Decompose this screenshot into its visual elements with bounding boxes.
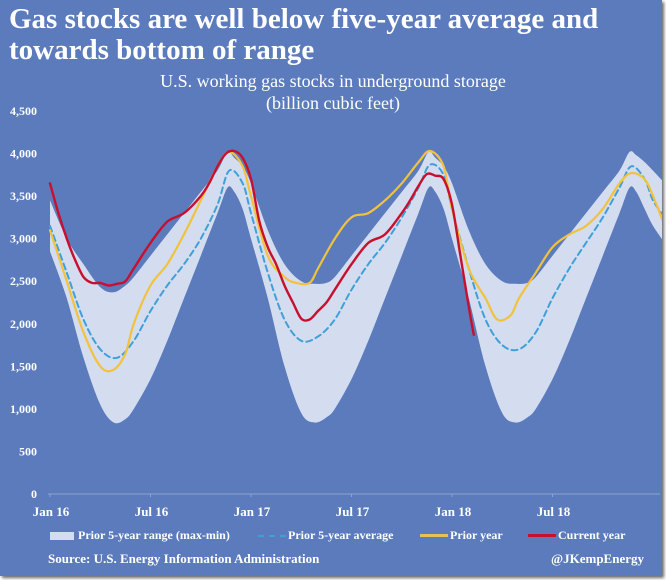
subtitle-line-1: U.S. working gas stocks in underground s… — [160, 71, 506, 91]
prior-year-line — [48, 149, 662, 373]
y-tick-label: 4,000 — [10, 147, 37, 161]
legend-label: Prior 5-year average — [288, 528, 394, 542]
legend-item-current-year: Current year — [528, 528, 625, 543]
x-tick-label: Jul 17 — [336, 504, 370, 519]
x-tick-label: Jul 18 — [537, 504, 571, 519]
range-swatch-icon — [50, 531, 74, 540]
x-tick-label: Jan 16 — [33, 504, 70, 519]
chart-subtitle: U.S. working gas stocks in underground s… — [0, 70, 662, 114]
source-note: Source: U.S. Energy Information Administ… — [48, 551, 320, 566]
y-tick-label: 1,500 — [10, 359, 37, 373]
x-tick-label: Jul 16 — [135, 504, 169, 519]
y-tick-label: 3,500 — [10, 189, 37, 203]
y-axis-ticks: 0 500 1,000 1,500 2,000 2,500 3,000 3,500 4,000 4… — [10, 104, 37, 501]
legend-item-prior-year: Prior year — [420, 528, 503, 543]
x-axis-ticks: Jan 16 Jul 16 Jan 17 Jul 17 Jan 18 Jul 18 — [33, 494, 571, 519]
current-year-line — [48, 149, 475, 336]
x-tick-label: Jan 17 — [234, 504, 271, 519]
legend-item-range: Prior 5-year range (max-min) — [50, 528, 230, 543]
range-band — [50, 151, 662, 424]
legend-label: Prior year — [450, 528, 503, 542]
yellow-line-swatch-icon — [420, 534, 448, 537]
author-handle: @JKempEnergy — [551, 551, 644, 566]
x-tick-label: Jan 18 — [435, 504, 472, 519]
y-tick-label: 3,000 — [10, 232, 37, 246]
range-band-layer — [50, 151, 662, 424]
legend: Prior 5-year range (max-min) Prior 5-yea… — [0, 528, 662, 546]
chart-title: Gas stocks are well below five-year aver… — [9, 3, 599, 66]
legend-label: Current year — [558, 528, 626, 542]
legend-label: Prior 5-year range (max-min) — [78, 528, 230, 542]
dashed-line-swatch-icon — [258, 534, 286, 537]
legend-item-average: Prior 5-year average — [258, 528, 394, 543]
average-line — [49, 163, 662, 360]
y-tick-label: 4,500 — [10, 104, 37, 118]
subtitle-line-2: (billion cubic feet) — [266, 93, 400, 113]
y-tick-label: 2,000 — [10, 317, 37, 331]
y-tick-label: 1,000 — [10, 402, 37, 416]
y-tick-label: 500 — [19, 444, 37, 458]
series-lines-layer — [48, 149, 662, 373]
y-tick-label: 0 — [31, 487, 37, 501]
red-line-swatch-icon — [528, 534, 556, 537]
y-tick-label: 2,500 — [10, 274, 37, 288]
